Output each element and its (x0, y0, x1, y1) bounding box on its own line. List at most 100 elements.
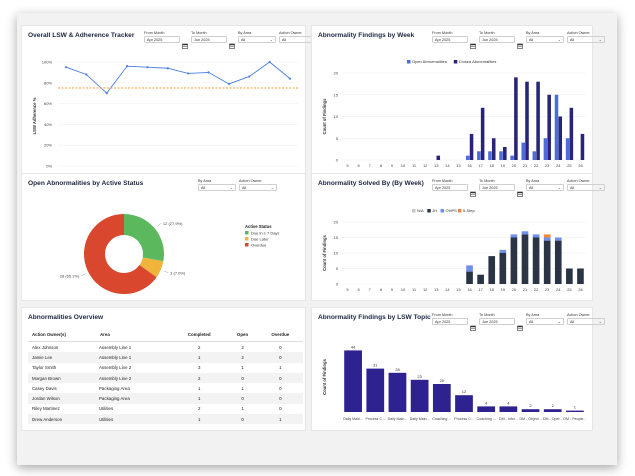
bar-segment[interactable] (543, 234, 551, 238)
bar[interactable] (543, 138, 548, 160)
donut-slice[interactable] (84, 214, 157, 294)
month-input[interactable]: Jun 2025 (191, 36, 227, 43)
calendar-icon[interactable] (470, 184, 476, 197)
bar[interactable] (569, 107, 574, 160)
bar-segment[interactable] (532, 237, 540, 285)
table-row[interactable]: Casey Davis Packaging Area 1 1 0 (28, 383, 303, 393)
bar-segment[interactable] (554, 237, 562, 241)
bar[interactable] (521, 409, 540, 412)
bar-segment[interactable] (466, 271, 473, 284)
bar-segment[interactable] (532, 234, 540, 238)
column-header[interactable]: Area (99, 328, 171, 342)
data-point[interactable] (187, 72, 190, 75)
dropdown-select[interactable]: All ⌄ (239, 184, 277, 191)
column-header[interactable]: Action Owner(s) (28, 328, 99, 342)
dropdown-select[interactable]: All ⌄ (567, 184, 605, 191)
data-point[interactable] (125, 65, 129, 68)
bar[interactable] (465, 155, 470, 160)
data-point[interactable] (166, 67, 169, 70)
bar[interactable] (499, 406, 518, 412)
calendar-icon[interactable] (470, 36, 476, 49)
bar[interactable] (510, 155, 514, 160)
bar-segment[interactable] (577, 268, 584, 285)
bar[interactable] (566, 410, 584, 412)
calendar-icon[interactable] (182, 36, 188, 49)
bar[interactable] (432, 384, 451, 412)
data-point[interactable] (64, 66, 68, 69)
donut-slice[interactable] (124, 214, 164, 262)
calendar-icon[interactable] (229, 36, 235, 49)
bar[interactable] (514, 77, 518, 160)
calendar-icon[interactable] (517, 184, 523, 197)
month-input[interactable]: Jun 2025 (479, 318, 515, 325)
calendar-icon[interactable] (470, 318, 476, 331)
dropdown-select[interactable]: All ⌄ (198, 184, 236, 191)
month-input[interactable]: Apr 2025 (432, 36, 468, 43)
dropdown-select[interactable]: All ⌄ (526, 318, 564, 325)
bar-segment[interactable] (543, 240, 551, 284)
data-point[interactable] (207, 71, 210, 74)
table-row[interactable]: Taylor Smith Assembly Line 2 3 1 1 (28, 363, 303, 373)
bar[interactable] (388, 372, 407, 412)
bar[interactable] (344, 350, 362, 412)
bar-segment[interactable] (521, 234, 529, 284)
bar-segment[interactable] (510, 234, 518, 238)
data-point[interactable] (248, 75, 251, 78)
bar-segment[interactable] (499, 249, 507, 253)
column-header[interactable]: Completed (171, 328, 228, 342)
bar[interactable] (525, 81, 529, 160)
bar[interactable] (366, 368, 385, 412)
dropdown-select[interactable]: All ⌄ (567, 36, 605, 43)
data-point[interactable] (146, 66, 149, 69)
month-input[interactable]: Apr 2025 (432, 184, 468, 191)
bar[interactable] (503, 146, 507, 160)
bar[interactable] (491, 138, 496, 160)
month-input[interactable]: Apr 2025 (432, 318, 468, 325)
bar[interactable] (547, 94, 551, 160)
bar[interactable] (499, 151, 503, 160)
column-header[interactable]: Open (227, 328, 258, 342)
bar[interactable] (580, 133, 585, 160)
data-point[interactable] (85, 73, 88, 76)
calendar-icon[interactable] (517, 36, 523, 49)
bar-segment[interactable] (488, 256, 496, 284)
bar-segment[interactable] (466, 265, 473, 272)
month-input[interactable]: Jun 2025 (479, 36, 515, 43)
dropdown-select[interactable]: All ⌄ (526, 36, 564, 43)
bar[interactable] (480, 107, 485, 160)
table-row[interactable]: Alex Johnson Assembly Line 1 2 2 0 (28, 342, 303, 353)
month-input[interactable]: Apr 2025 (144, 36, 180, 43)
dropdown-select[interactable]: All ⌄ (567, 318, 605, 325)
bar[interactable] (554, 94, 559, 160)
month-input[interactable]: Jun 2025 (479, 184, 515, 191)
bar[interactable] (536, 81, 540, 160)
table-row[interactable]: Drew Anderson Utilities 1 0 1 (28, 414, 303, 425)
bar[interactable] (455, 395, 473, 412)
bar-segment[interactable] (543, 237, 551, 241)
bar-segment[interactable] (566, 268, 573, 285)
column-header[interactable]: Overdue (257, 328, 303, 342)
bar[interactable] (521, 142, 525, 160)
bar[interactable] (477, 151, 481, 160)
bar[interactable] (436, 155, 441, 160)
bar-segment[interactable] (510, 237, 518, 285)
bar-segment[interactable] (477, 274, 484, 284)
bar[interactable] (488, 151, 492, 160)
dropdown-select[interactable]: All ⌄ (238, 36, 276, 43)
bar[interactable] (410, 379, 429, 412)
bar[interactable] (558, 116, 563, 161)
data-point[interactable] (105, 92, 108, 95)
table-row[interactable]: Jordan Wilson Packaging Area 1 0 0 (28, 393, 303, 404)
donut-slice[interactable] (139, 257, 164, 278)
dropdown-select[interactable]: All ⌄ (526, 184, 564, 191)
bar-segment[interactable] (521, 231, 529, 235)
bar[interactable] (477, 406, 496, 412)
bar[interactable] (565, 138, 570, 160)
bar-segment[interactable] (554, 240, 562, 284)
data-point[interactable] (288, 77, 292, 80)
table-row[interactable]: Riley Martinez Utilities 2 1 0 (28, 404, 303, 414)
bar[interactable] (543, 409, 562, 412)
data-point[interactable] (227, 82, 231, 85)
